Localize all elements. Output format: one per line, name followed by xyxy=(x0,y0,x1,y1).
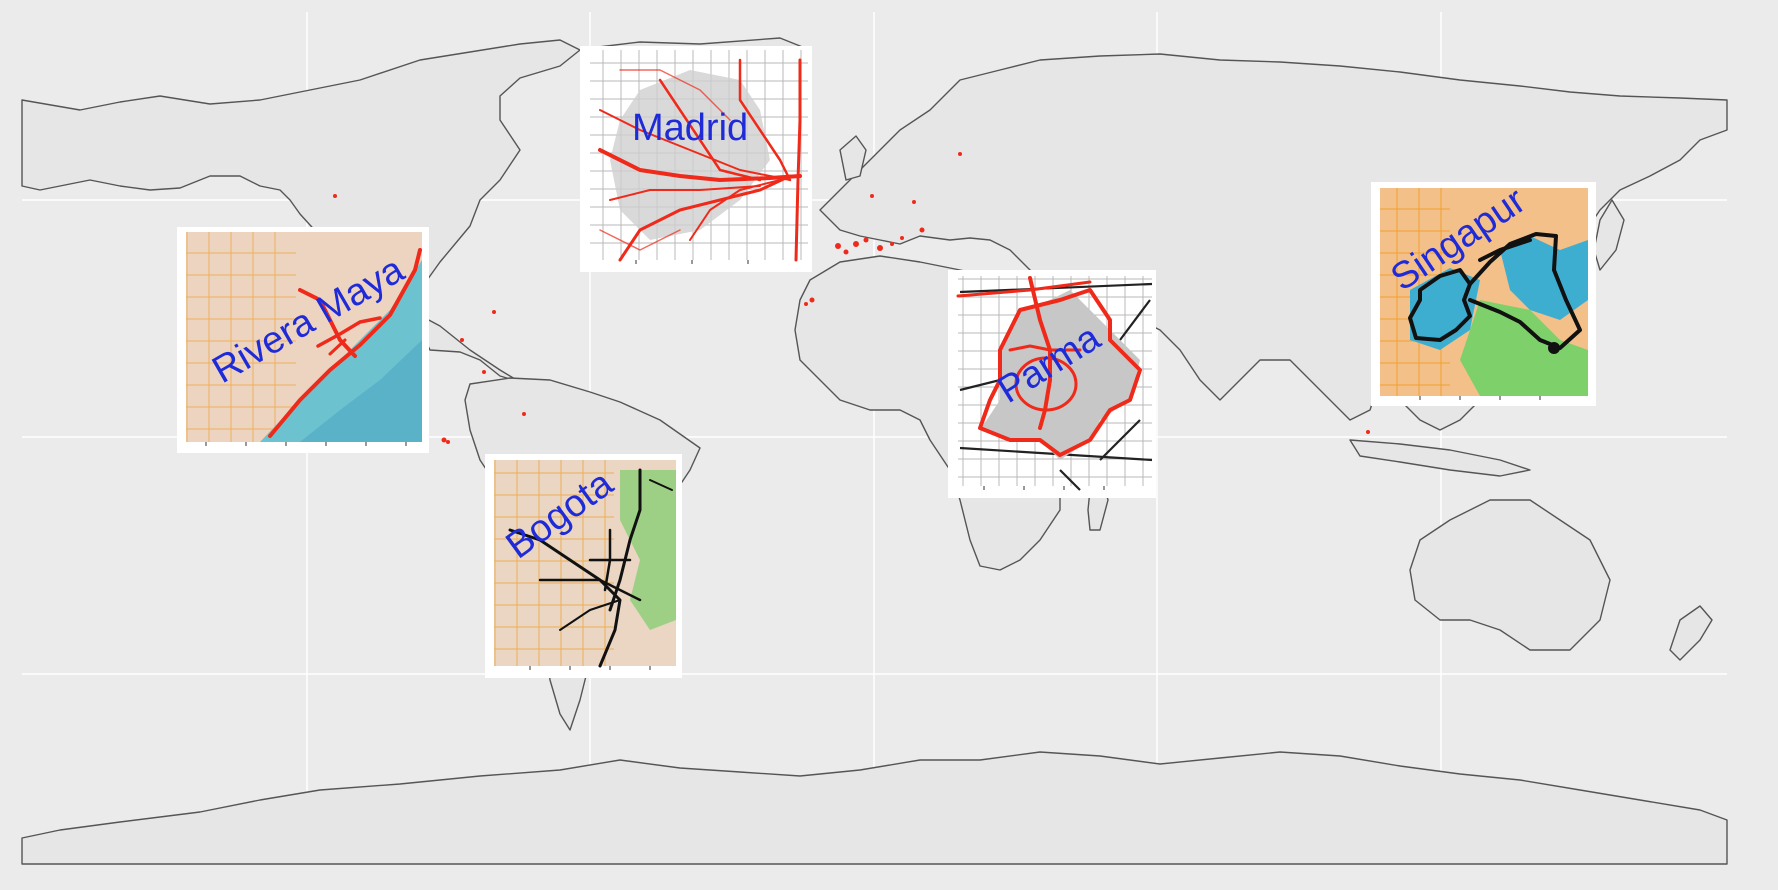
inset-singapur: Singapur xyxy=(1371,179,1596,406)
inset-bogota: Bogota xyxy=(485,454,682,678)
antarctica xyxy=(21,751,1728,865)
inset-madrid: Madrid xyxy=(580,46,812,272)
british-isles xyxy=(839,135,867,181)
inset-parma: Parma xyxy=(948,270,1156,498)
new-zealand xyxy=(1669,605,1713,661)
inset-rivera-maya: Rivera Maya xyxy=(177,227,429,453)
north-america xyxy=(21,39,581,383)
visited-points xyxy=(333,152,1370,444)
inset-label-madrid: Madrid xyxy=(632,107,748,149)
indonesia xyxy=(1349,439,1531,477)
australia xyxy=(1409,499,1611,651)
